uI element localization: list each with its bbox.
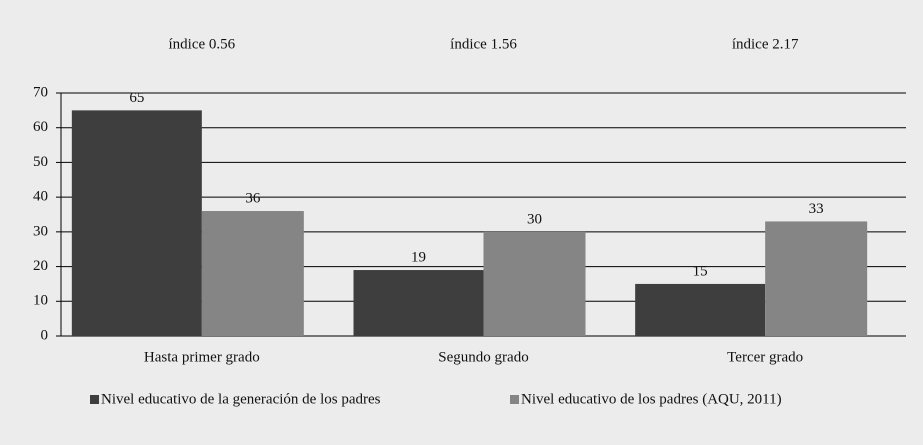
bar [483, 231, 586, 336]
y-tick-label: 20 [33, 258, 48, 274]
y-tick-label: 40 [33, 189, 48, 205]
legend-swatch [90, 395, 99, 404]
bar [201, 211, 304, 336]
value-label: 65 [129, 90, 144, 106]
y-tick-label: 10 [33, 293, 48, 309]
bar [353, 270, 484, 336]
legend-swatch [510, 395, 519, 404]
bar [635, 283, 766, 336]
annotation: índice 0.56 [169, 36, 236, 52]
value-label: 30 [527, 211, 542, 227]
value-label: 15 [693, 263, 708, 279]
legend-label: Nivel educativo de la generación de los … [101, 391, 381, 407]
y-tick-label: 70 [33, 84, 48, 100]
y-tick-label: 0 [41, 327, 49, 343]
value-label: 19 [411, 249, 426, 265]
bar [765, 221, 868, 336]
legend-label: Nivel educativo de los padres (AQU, 2011… [521, 391, 782, 407]
bar [71, 110, 202, 336]
x-tick-label: Segundo grado [438, 349, 528, 365]
y-tick-label: 30 [33, 223, 48, 239]
annotation: índice 1.56 [450, 36, 517, 52]
value-label: 33 [809, 201, 824, 217]
value-label: 36 [245, 190, 261, 206]
x-tick-label: Hasta primer grado [144, 349, 260, 365]
x-tick-label: Tercer grado [727, 349, 803, 365]
y-tick-label: 50 [33, 154, 48, 170]
y-tick-label: 60 [33, 119, 48, 135]
annotation: índice 2.17 [732, 36, 799, 52]
